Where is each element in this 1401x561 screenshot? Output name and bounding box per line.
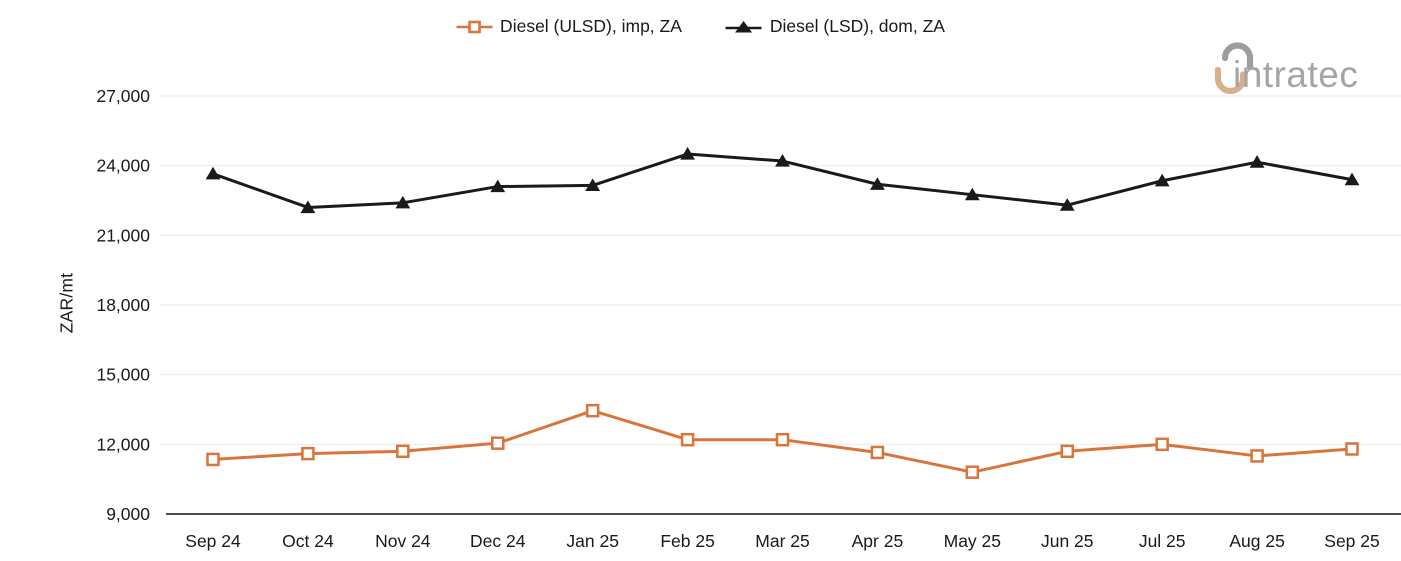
y-axis-title: ZAR/mt xyxy=(56,272,77,334)
data-point-triangle[interactable] xyxy=(1059,198,1075,211)
intratec-logo-icon: intratec xyxy=(1214,42,1358,95)
x-tick-label: Aug 25 xyxy=(1229,531,1284,551)
data-point-square[interactable] xyxy=(680,432,695,447)
x-tick-label: Jul 25 xyxy=(1139,531,1186,551)
data-point-square[interactable] xyxy=(775,432,790,447)
logo-wordmark: intratec xyxy=(1233,54,1358,95)
x-tick-label: Jun 25 xyxy=(1041,531,1094,551)
y-tick-label: 21,000 xyxy=(96,225,150,245)
x-tick-label: Jan 25 xyxy=(566,531,619,551)
x-tick-label: Feb 25 xyxy=(660,531,714,551)
data-point-square[interactable] xyxy=(870,445,885,460)
x-tick-label: Apr 25 xyxy=(852,531,904,551)
data-point-square[interactable] xyxy=(206,452,220,467)
y-tick-label: 9,000 xyxy=(106,504,150,524)
x-tick-label: Oct 24 xyxy=(282,531,334,551)
x-tick-label: Sep 25 xyxy=(1324,531,1379,551)
data-point-triangle[interactable] xyxy=(1344,172,1360,186)
data-point-triangle[interactable] xyxy=(395,195,411,209)
x-tick-label: Dec 24 xyxy=(470,531,526,551)
y-tick-label: 12,000 xyxy=(96,434,150,454)
data-point-square[interactable] xyxy=(965,465,980,479)
data-point-square[interactable] xyxy=(301,446,315,461)
data-point-triangle[interactable] xyxy=(205,166,221,180)
data-point-triangle[interactable] xyxy=(300,200,316,214)
data-point-square[interactable] xyxy=(1060,444,1074,459)
x-tick-label: Mar 25 xyxy=(755,531,809,551)
data-point-triangle[interactable] xyxy=(1154,173,1170,187)
data-point-square[interactable] xyxy=(1345,442,1359,456)
data-point-triangle[interactable] xyxy=(964,187,980,201)
data-point-triangle[interactable] xyxy=(585,178,601,192)
data-point-square[interactable] xyxy=(1155,437,1169,452)
y-tick-label: 27,000 xyxy=(96,86,150,106)
data-point-triangle[interactable] xyxy=(490,179,506,193)
y-tick-label: 15,000 xyxy=(96,365,150,385)
x-tick-label: Sep 24 xyxy=(185,531,241,551)
filled-triangle-marker-icon xyxy=(725,20,762,32)
legend-item-diesel-lsd[interactable]: Diesel (LSD), dom, ZA xyxy=(725,16,945,37)
data-point-triangle[interactable] xyxy=(870,177,885,190)
intratec-logo: intratec xyxy=(1212,36,1374,103)
legend-label: Diesel (LSD), dom, ZA xyxy=(769,16,945,36)
data-point-square[interactable] xyxy=(1250,449,1264,463)
data-point-triangle[interactable] xyxy=(1249,155,1265,168)
legend-item-diesel-ulsd[interactable]: Diesel (ULSD), imp, ZA xyxy=(456,16,682,37)
y-tick-label: 24,000 xyxy=(96,156,150,176)
x-tick-label: Nov 24 xyxy=(375,531,431,551)
chart-legend: Diesel (ULSD), imp, ZA Diesel (LSD), dom… xyxy=(456,16,945,37)
open-square-marker-icon xyxy=(456,20,493,33)
data-point-triangle[interactable] xyxy=(775,154,790,167)
data-point-triangle[interactable] xyxy=(680,147,695,160)
legend-label: Diesel (ULSD), imp, ZA xyxy=(500,16,682,36)
data-point-square[interactable] xyxy=(396,444,410,459)
x-tick-label: May 25 xyxy=(944,531,1001,551)
data-point-square[interactable] xyxy=(585,403,600,418)
y-tick-label: 18,000 xyxy=(96,295,150,315)
data-point-square[interactable] xyxy=(491,436,505,450)
